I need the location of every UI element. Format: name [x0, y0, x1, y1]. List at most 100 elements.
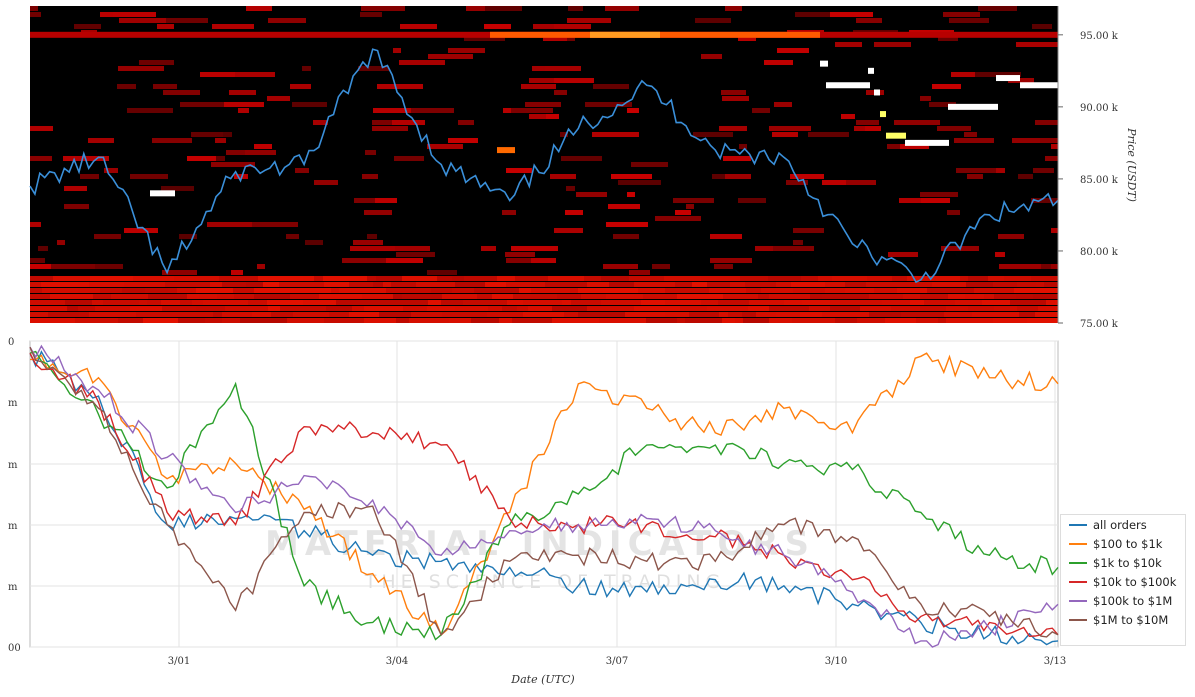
heatmap-cell — [399, 60, 445, 65]
heatmap-cell — [675, 282, 692, 287]
heatmap-cell — [428, 300, 441, 305]
heatmap-cell — [802, 300, 830, 305]
heatmap-cell — [511, 108, 553, 113]
heatmap-cell — [793, 228, 824, 233]
heatmap-cell — [885, 318, 916, 323]
heatmap-cell — [225, 306, 268, 311]
heatmap-cell — [342, 258, 386, 263]
legend-entry[interactable]: $100 to $1k — [1061, 534, 1185, 553]
heatmap-cell — [286, 234, 299, 239]
heatmap-cell — [1055, 300, 1058, 305]
heatmap-cell — [506, 168, 532, 173]
heatmap-cell — [364, 306, 403, 311]
legend-label: $1M to $10M — [1093, 612, 1169, 627]
heatmap-cell — [874, 42, 911, 47]
legend-swatch — [1069, 618, 1087, 621]
heatmap-cell — [67, 306, 78, 311]
heatmap-cell — [638, 288, 665, 293]
heatmap-cell — [376, 276, 402, 281]
heatmap-cell — [1014, 288, 1058, 293]
heatmap-cell — [79, 312, 89, 317]
heatmap-cell — [561, 156, 602, 161]
heatmap-cell — [223, 132, 232, 137]
lower-line-chart: 0 m m m m 00 3/01 3/04 3/07 3/10 3/13 — [8, 337, 1066, 667]
heatmap-cell — [675, 210, 691, 215]
legend-label: $100k to $1M — [1093, 593, 1173, 608]
heatmap-cell — [901, 312, 944, 317]
legend-entry[interactable]: $10k to $100k — [1061, 572, 1185, 591]
heatmap-cell — [103, 300, 139, 305]
liquidity-wall — [880, 111, 886, 118]
heatmap-cell — [41, 282, 78, 287]
heatmap-cell — [791, 282, 825, 287]
heatmap-cell — [180, 312, 213, 317]
heatmap-cell — [502, 306, 517, 311]
heatmap-cell — [984, 294, 994, 299]
heatmap-cell — [395, 246, 430, 251]
y-tick-label: m — [8, 521, 18, 532]
heatmap-cell — [867, 276, 892, 281]
legend-entry[interactable]: $1k to $10k — [1061, 553, 1185, 572]
heatmap-cell — [964, 132, 977, 137]
heatmap-cell — [78, 306, 95, 311]
heatmap-cell — [280, 306, 326, 311]
heatmap-cell — [519, 288, 531, 293]
heatmap-cell — [920, 192, 958, 197]
heatmap-cell — [903, 294, 920, 299]
heatmap-cell — [323, 276, 367, 281]
heatmap-cell — [271, 312, 293, 317]
heatmap-cell — [92, 300, 103, 305]
heatmap-cell — [179, 234, 197, 239]
heatmap-cell — [267, 96, 290, 101]
legend-entry[interactable]: $1M to $10M — [1061, 610, 1185, 629]
heatmap-cell — [254, 288, 294, 293]
heatmap-cell — [279, 282, 324, 287]
heatmap-cell — [303, 300, 336, 305]
heatmap-cell — [38, 246, 48, 251]
legend-entry[interactable]: all orders — [1061, 515, 1185, 534]
heatmap-cell — [1031, 276, 1058, 281]
heatmap-cell — [793, 288, 825, 293]
heatmap-cell — [1031, 198, 1058, 203]
heatmap-cell — [920, 306, 946, 311]
heatmap-cell — [57, 240, 65, 245]
heatmap-cell — [117, 84, 136, 89]
liquidity-wall — [996, 75, 1020, 82]
heatmap-cell — [835, 42, 862, 47]
heatmap-cell — [965, 294, 984, 299]
heatmap-cell — [78, 288, 100, 293]
x-tick-label: 3/01 — [168, 656, 190, 667]
heatmap-cell — [714, 264, 733, 269]
heatmap-cell — [1010, 300, 1046, 305]
heatmap-cell — [910, 300, 924, 305]
heatmap-cell — [506, 282, 545, 287]
heatmap-cell — [860, 306, 891, 311]
heatmap-cell — [738, 36, 756, 41]
heatmap-cell — [946, 318, 993, 323]
heatmap-cell — [560, 132, 568, 137]
x-axis-title: Date (UTC) — [510, 673, 574, 686]
liquidity-wall — [905, 139, 949, 146]
legend-entry[interactable]: $100k to $1M — [1061, 591, 1185, 610]
heatmap-cell — [254, 144, 272, 149]
heatmap-cell — [745, 282, 776, 287]
heatmap-cell — [584, 276, 601, 281]
heatmap-cell — [95, 264, 123, 269]
heatmap-cell — [396, 318, 409, 323]
heatmap-cell — [1040, 138, 1058, 143]
heatmap-cell — [677, 294, 723, 299]
heatmap-cell — [832, 276, 867, 281]
liquidity-wall — [497, 147, 515, 154]
heatmap-cell — [178, 318, 205, 323]
heatmap-cell — [50, 294, 93, 299]
heatmap-cell — [1016, 42, 1058, 47]
heatmap-cell — [719, 312, 728, 317]
heatmap-cell — [386, 288, 431, 293]
heatmap-cell — [375, 198, 397, 203]
heatmap-cell — [267, 300, 303, 305]
heatmap-cell — [554, 228, 583, 233]
heatmap-cell — [152, 138, 192, 143]
heatmap-cell — [822, 312, 869, 317]
heatmap-cell — [30, 126, 53, 131]
heatmap-cell — [723, 156, 751, 161]
